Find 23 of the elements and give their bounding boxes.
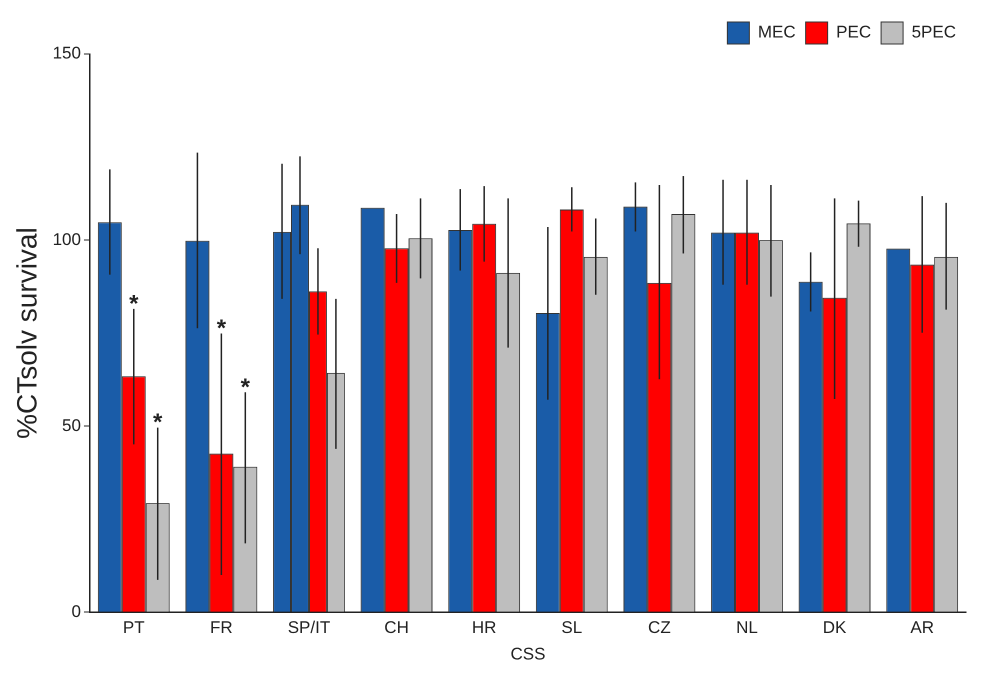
annotation: *: [153, 409, 164, 436]
x-tick-label: DK: [822, 618, 848, 638]
x-tick-label: SL: [561, 618, 582, 638]
x-tick-label: SP/IT: [288, 618, 330, 638]
legend-label: 5PEC: [912, 22, 956, 42]
x-tick-label: NL: [736, 618, 758, 638]
y-tick-label: 100: [52, 230, 81, 249]
x-tick-label: PT: [122, 618, 145, 638]
x-tick-label: CH: [384, 618, 409, 638]
x-tick-label: AR: [910, 618, 934, 638]
x-axis-title: CSS: [510, 644, 546, 664]
annotation: *: [240, 374, 251, 401]
annotation: *: [129, 290, 140, 318]
y-tick-label: 0: [71, 602, 81, 621]
legend-label: MEC: [758, 22, 796, 42]
x-tick-label: CZ: [648, 618, 671, 638]
y-axis-title: %CTsolv survival: [12, 227, 43, 439]
x-tick-label: FR: [210, 618, 233, 638]
annotation: *: [216, 315, 227, 342]
y-tick-label: 50: [62, 416, 81, 435]
legend-label: PEC: [836, 22, 872, 42]
x-tick-label: HR: [472, 618, 496, 638]
y-tick-label: 150: [52, 44, 81, 63]
